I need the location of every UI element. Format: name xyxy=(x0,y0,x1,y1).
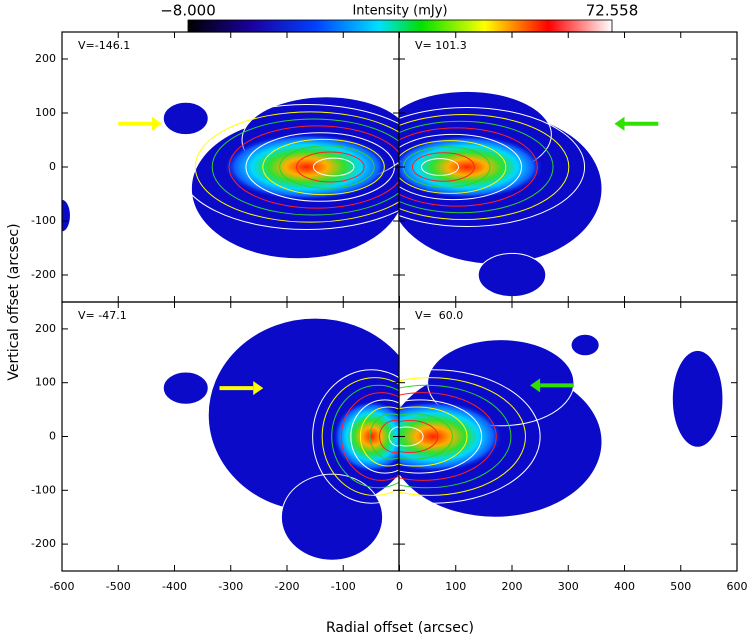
contour xyxy=(399,377,526,496)
contour xyxy=(399,120,554,214)
y-tick-label: -200 xyxy=(31,268,56,281)
emission-region xyxy=(280,473,384,561)
panel-label: V= -47.1 xyxy=(78,309,127,322)
x-tick-label: 0 xyxy=(396,580,403,593)
colorbar xyxy=(187,19,613,33)
panel-map xyxy=(399,333,724,518)
arrow-head xyxy=(253,381,264,396)
y-tick-label: -200 xyxy=(31,537,56,550)
emission-region xyxy=(570,333,600,357)
contour xyxy=(321,377,399,496)
contour xyxy=(399,420,439,453)
contour xyxy=(312,157,355,177)
panel-label: V= 60.0 xyxy=(415,309,463,322)
x-tick-label: -300 xyxy=(218,580,243,593)
colorbar-max: 72.558 xyxy=(586,2,639,20)
arrow-head xyxy=(152,116,162,131)
contour xyxy=(399,127,538,207)
x-tick-label: 300 xyxy=(558,580,579,593)
contour xyxy=(211,118,399,216)
x-tick-label: 500 xyxy=(670,580,691,593)
panel-label: V=-146.1 xyxy=(78,39,130,52)
contour xyxy=(262,138,385,196)
y-tick-label: 200 xyxy=(35,52,56,65)
y-tick-label: 0 xyxy=(49,160,56,173)
y-tick-label: 200 xyxy=(35,322,56,335)
emission-region xyxy=(162,101,209,136)
emission-region xyxy=(671,349,724,448)
x-tick-label: -400 xyxy=(162,580,187,593)
emission-core xyxy=(332,400,399,473)
x-tick-label: 200 xyxy=(502,580,523,593)
y-axis-label: Vertical offset (arcsec) xyxy=(6,223,22,380)
contour xyxy=(399,384,512,489)
x-tick-label: 100 xyxy=(445,580,466,593)
colorbar-min: −8.000 xyxy=(160,2,216,20)
x-tick-label: -100 xyxy=(331,580,356,593)
y-tick-label: 100 xyxy=(35,106,56,119)
emission-region xyxy=(62,198,71,233)
contour xyxy=(388,426,399,447)
contour xyxy=(379,420,399,453)
contour xyxy=(399,413,453,460)
contour xyxy=(399,392,497,481)
arrow-head xyxy=(530,378,541,393)
contour xyxy=(228,125,399,209)
emission-region xyxy=(477,252,547,298)
x-tick-label: -500 xyxy=(106,580,131,593)
contour xyxy=(420,158,460,176)
colorbar-label: Intensity (mJy) xyxy=(352,4,447,19)
contour xyxy=(369,413,399,460)
x-tick-label: 600 xyxy=(727,580,748,593)
panel: V= 60.0 xyxy=(398,301,738,572)
emission-core xyxy=(399,134,545,200)
contour xyxy=(399,133,523,201)
panel-label: V= 101.3 xyxy=(415,39,467,52)
y-tick-label: 0 xyxy=(49,430,56,443)
x-tick-label: 400 xyxy=(614,580,635,593)
contour xyxy=(399,140,507,194)
contour xyxy=(399,399,483,474)
contour xyxy=(359,406,399,467)
panel: V= -47.1 -200 -100 0 100 200 xyxy=(31,301,400,572)
x-axis-label: Radial offset (arcsec) xyxy=(326,620,474,636)
contour xyxy=(340,392,399,481)
panel: V= 101.3 xyxy=(398,31,738,303)
arrow-head xyxy=(614,116,625,131)
contour xyxy=(331,384,399,489)
contour xyxy=(399,369,541,504)
contour xyxy=(399,107,586,227)
x-tick-label: -200 xyxy=(275,580,300,593)
panel: V=-146.1 -200 -100 0 100 200 xyxy=(31,31,400,303)
contour xyxy=(279,145,375,189)
y-tick-label: -100 xyxy=(31,483,56,496)
contour xyxy=(399,406,468,467)
emission-core xyxy=(399,400,504,473)
y-tick-label: -100 xyxy=(31,214,56,227)
emission-core xyxy=(222,132,392,202)
contour xyxy=(296,151,365,183)
contour xyxy=(350,399,399,474)
contour xyxy=(411,152,475,182)
emission-region xyxy=(162,371,209,405)
x-tick-label: -600 xyxy=(50,580,75,593)
contour xyxy=(312,369,399,504)
panel-map xyxy=(62,96,399,260)
contour xyxy=(399,426,424,447)
y-tick-label: 100 xyxy=(35,376,56,389)
contour xyxy=(177,104,399,230)
panel-map xyxy=(162,317,399,561)
contour xyxy=(399,113,570,221)
contour xyxy=(194,111,399,223)
panel-map xyxy=(399,90,659,298)
